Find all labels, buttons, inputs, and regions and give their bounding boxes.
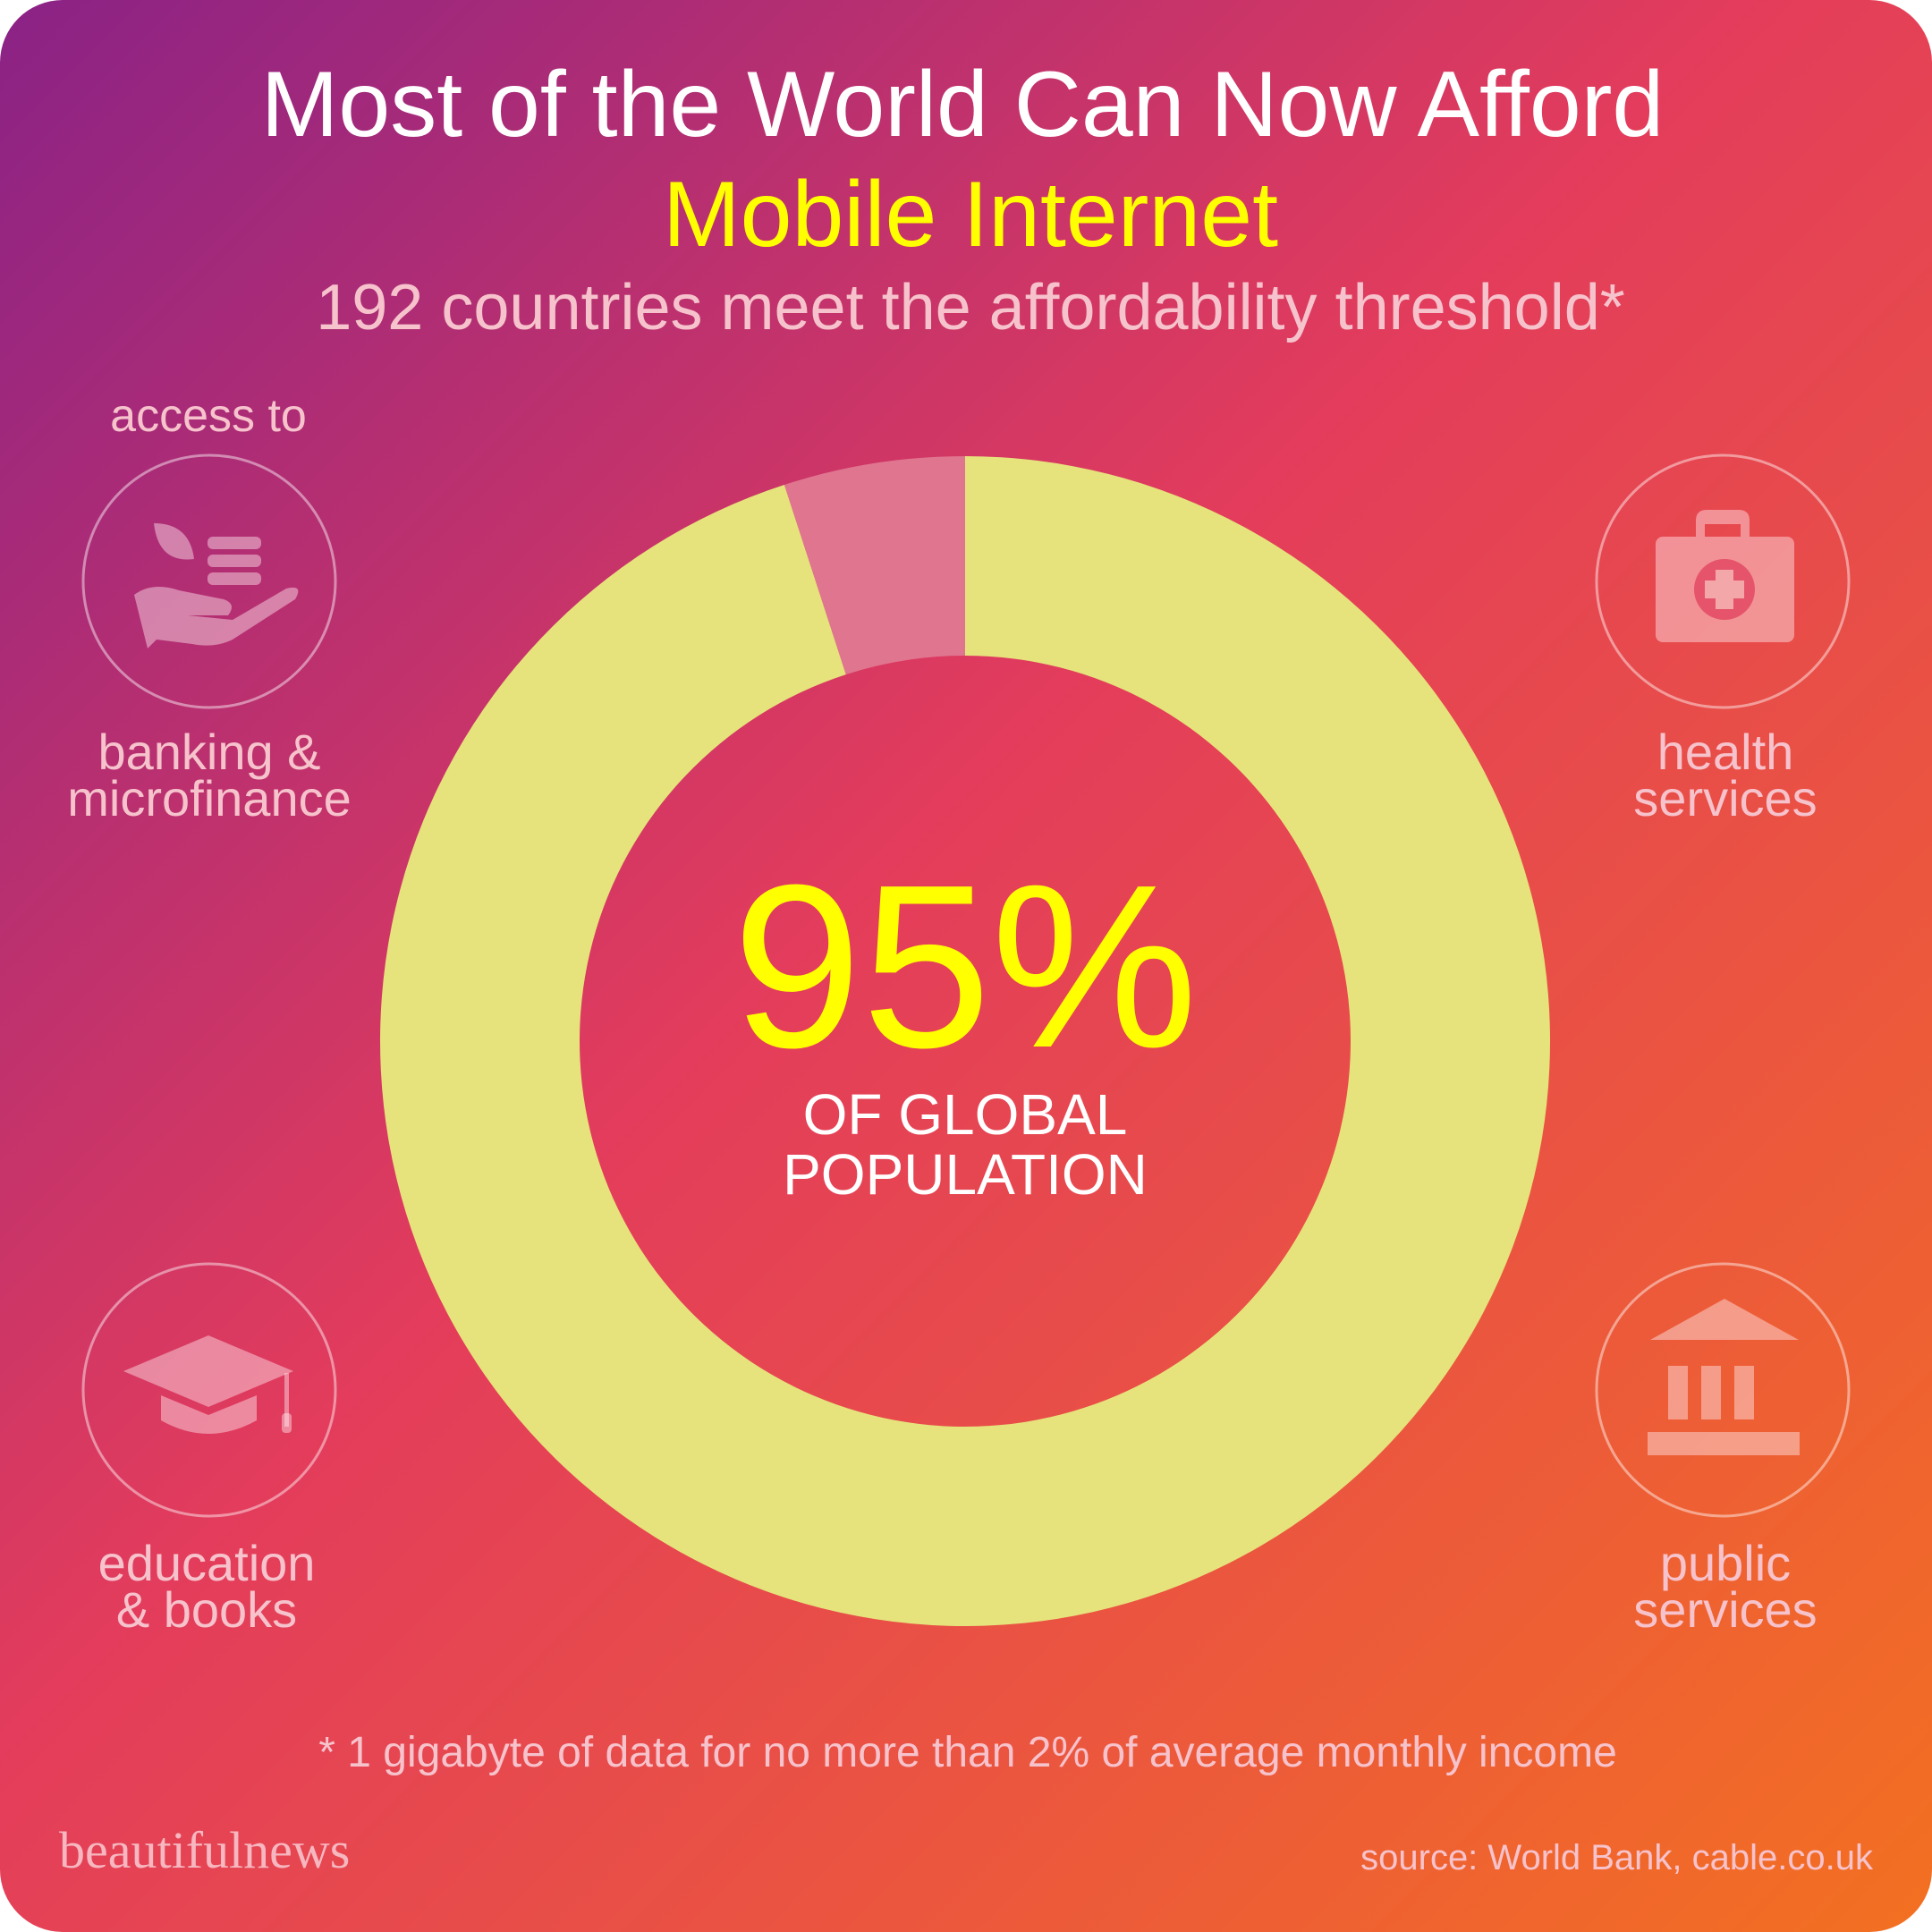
icon-ring xyxy=(1595,1262,1851,1518)
donut-slice xyxy=(784,456,965,675)
donut-slice xyxy=(380,456,1550,1626)
service-label: microfinance xyxy=(67,770,351,826)
icon-ring xyxy=(1595,453,1851,709)
center-value: 95% xyxy=(733,837,1198,1097)
public-icon xyxy=(1648,1299,1800,1455)
center-text: POPULATION xyxy=(783,1142,1148,1207)
brand: beautifulnews xyxy=(59,1821,350,1879)
icon-ring xyxy=(81,1262,337,1518)
service-label: public xyxy=(1660,1535,1791,1591)
service-label: services xyxy=(1633,770,1817,826)
service-label: banking & xyxy=(97,724,320,780)
title: Most of the World Can Now Afford xyxy=(261,53,1664,157)
health-icon xyxy=(1656,510,1794,642)
subheading: 192 countries meet the affordability thr… xyxy=(316,272,1625,343)
source: source: World Bank, cable.co.uk xyxy=(1360,1838,1874,1877)
education-icon xyxy=(123,1335,293,1434)
subtitle: Mobile Internet xyxy=(663,163,1278,267)
service-label: education xyxy=(98,1535,316,1591)
access-to: access to xyxy=(110,390,307,442)
center-text: OF GLOBAL xyxy=(803,1082,1128,1147)
donut xyxy=(380,456,1550,1626)
service-label: services xyxy=(1633,1581,1817,1638)
icon-ring xyxy=(81,453,337,709)
banking-icon xyxy=(134,523,299,648)
service-label: & books xyxy=(116,1581,297,1638)
footnote: * 1 gigabyte of data for no more than 2%… xyxy=(318,1729,1617,1776)
service-label: health xyxy=(1657,724,1794,780)
